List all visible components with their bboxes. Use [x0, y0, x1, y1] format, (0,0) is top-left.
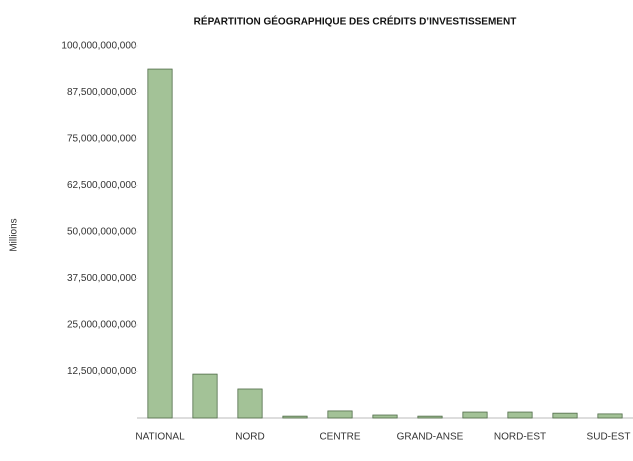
y-tick-label: 12,500,000,000 [67, 366, 137, 377]
bar [147, 68, 173, 419]
x-tick-label: NORD-EST [494, 432, 546, 443]
y-axis-label: Millions [9, 218, 20, 251]
y-tick-label: 62,500,000,000 [67, 180, 137, 191]
y-tick-label: 50,000,000,000 [67, 227, 137, 238]
y-tick-label: 25,000,000,000 [67, 320, 137, 331]
bar [372, 414, 398, 419]
y-tick-label: 75,000,000,000 [67, 134, 137, 145]
y-tick-label: 87,500,000,000 [67, 87, 137, 98]
x-tick-label: GRAND-ANSE [397, 432, 464, 443]
y-tick-label: 100,000,000,000 [61, 41, 137, 52]
bar [552, 412, 578, 419]
y-tick-label: 37,500,000,000 [67, 273, 137, 284]
x-tick-label: NORD [235, 432, 264, 443]
x-tick-label: CENTRE [319, 432, 360, 443]
bar [237, 388, 263, 419]
bar [327, 410, 353, 419]
x-tick-label: NATIONAL [135, 432, 185, 443]
chart-title: RÉPARTITION GÉOGRAPHIQUE DES CRÉDITS D’I… [194, 15, 517, 28]
x-tick-label: SUD-EST [587, 432, 631, 443]
bar [462, 411, 488, 419]
bar [507, 411, 533, 419]
bar [417, 415, 443, 419]
bar [192, 373, 218, 419]
bar [282, 415, 308, 419]
bar [597, 413, 623, 419]
